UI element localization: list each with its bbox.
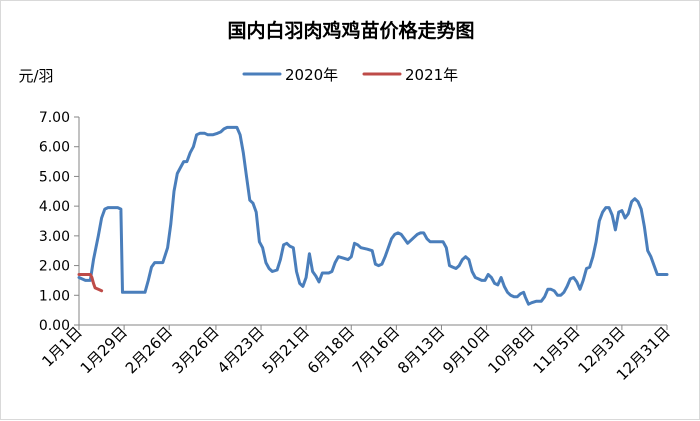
y-tick-label: 6.00 xyxy=(39,140,70,156)
y-tick-labels: 0.00 1.00 2.00 3.00 4.00 5.00 6.00 7.00 xyxy=(39,110,70,334)
x-tick-label: 1月29日 xyxy=(77,323,131,377)
y-tick-label: 2.00 xyxy=(39,259,70,275)
y-tick-label: 3.00 xyxy=(39,229,70,245)
x-tick-label: 6月18日 xyxy=(304,323,358,377)
x-tick-label: 10月8日 xyxy=(484,323,538,377)
x-tick-labels: 1月1日1月29日2月26日3月26日4月23日5月21日6月18日7月16日8… xyxy=(38,323,673,384)
legend: 2020年 2021年 xyxy=(242,66,458,84)
y-tick-label: 4.00 xyxy=(39,199,70,215)
y-tick-label: 5.00 xyxy=(39,169,70,185)
y-axis-unit: 元/羽 xyxy=(18,67,53,85)
series-line-0 xyxy=(77,125,669,306)
y-tick-label: 1.00 xyxy=(39,288,70,304)
x-tick-label: 8月13日 xyxy=(394,323,448,377)
x-tick-label: 2月26日 xyxy=(122,323,176,377)
x-tick-label: 4月23日 xyxy=(214,323,268,377)
x-tick-label: 7月16日 xyxy=(349,323,403,377)
chart-title: 国内白羽肉鸡鸡苗价格走势图 xyxy=(227,19,474,42)
x-tick-label: 11月5日 xyxy=(529,323,583,377)
axes xyxy=(74,116,668,330)
x-tick-label: 5月21日 xyxy=(259,323,313,377)
legend-label-2020: 2020年 xyxy=(285,66,338,84)
legend-label-2021: 2021年 xyxy=(405,66,458,84)
y-tick-label: 7.00 xyxy=(39,110,70,126)
series-lines xyxy=(77,125,669,306)
x-tick-label: 9月10日 xyxy=(439,323,493,377)
x-tick-label: 3月26日 xyxy=(169,323,223,377)
y-tick-label: 0.00 xyxy=(39,318,70,334)
series-line-1 xyxy=(77,273,104,293)
